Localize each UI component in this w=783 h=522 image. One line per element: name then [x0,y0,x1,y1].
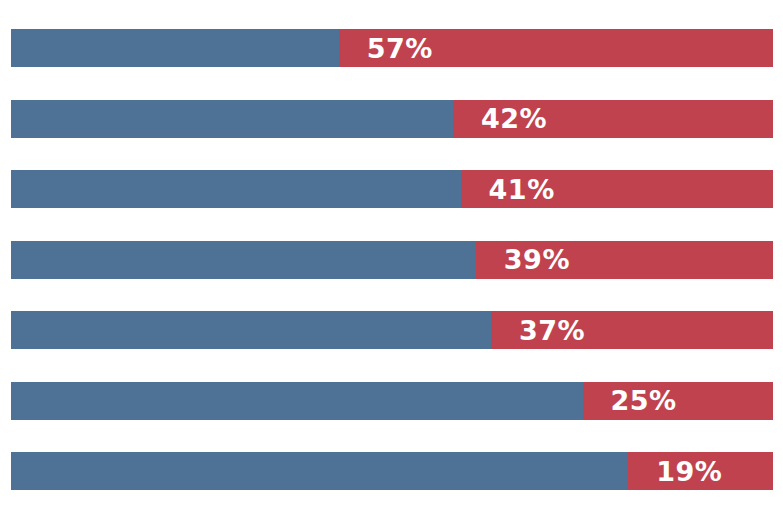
bar-value-label: 37% [491,317,585,344]
bar-value-label: 41% [461,176,555,203]
bar-red-segment: 25% [583,382,774,420]
bar-value-label: 25% [583,387,677,414]
bar-blue-segment [11,452,628,490]
bar-blue-segment [11,382,583,420]
bar-red-segment: 39% [476,241,773,279]
bar-red-segment: 37% [491,311,773,349]
bar-row: 42% [11,100,773,138]
bar-row: 57% [11,29,773,67]
bar-blue-segment [11,170,461,208]
bar-value-label: 42% [453,105,547,132]
stacked-bar-chart: 57% 42% 41% 39% 37% [0,0,783,522]
bar-row: 39% [11,241,773,279]
bar-value-label: 19% [628,458,722,485]
bar-blue-segment [11,29,339,67]
bar-red-segment: 19% [628,452,773,490]
bar-red-segment: 41% [461,170,773,208]
bar-blue-segment [11,100,453,138]
bar-blue-segment [11,241,476,279]
bar-row: 41% [11,170,773,208]
bar-red-segment: 42% [453,100,773,138]
bar-row: 19% [11,452,773,490]
bar-blue-segment [11,311,491,349]
bar-value-label: 57% [339,35,433,62]
bar-row: 37% [11,311,773,349]
bar-value-label: 39% [476,246,570,273]
bar-red-segment: 57% [339,29,773,67]
bar-row: 25% [11,382,773,420]
